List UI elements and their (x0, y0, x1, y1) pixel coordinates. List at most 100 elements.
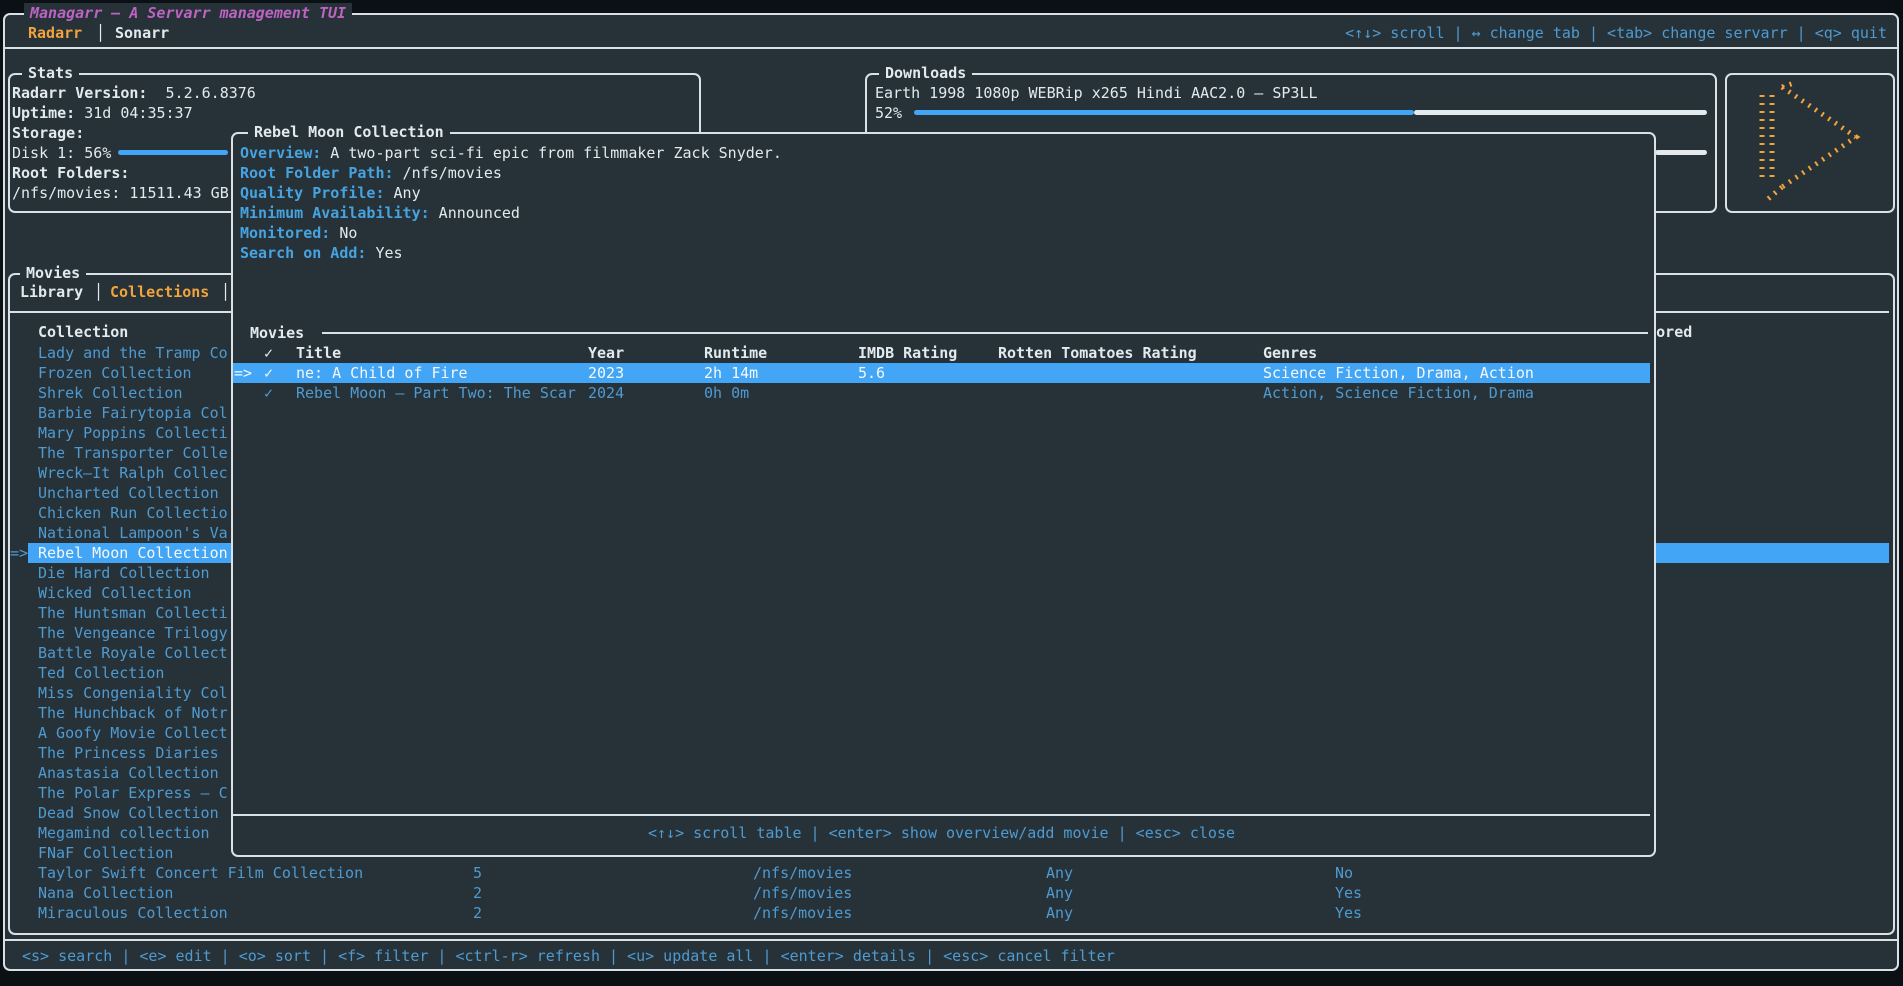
stats-version-value: 5.2.6.8376 (147, 84, 256, 102)
modal-overview-value: A two-part sci-fi epic from filmmaker Za… (321, 144, 782, 162)
stats-rootfolders-label: Root Folders: (12, 164, 130, 182)
collection-item[interactable]: Anastasia Collection (38, 764, 219, 782)
collection-item[interactable]: Megamind collection (38, 824, 210, 842)
download-gauge-track (1414, 110, 1707, 115)
collection-item[interactable]: Mary Poppins Collecti (38, 424, 228, 442)
collection-row-name[interactable]: Miraculous Collection (38, 904, 228, 922)
collection-row-count: 2 (473, 904, 483, 922)
download-item-percent: 52% (875, 104, 903, 122)
collection-item[interactable]: Barbie Fairytopia Col (38, 404, 228, 422)
collection-item[interactable]: The Princess Diaries (38, 744, 219, 762)
tab-separator: │ (96, 24, 106, 42)
modal-quality-label: Quality Profile: (240, 184, 385, 202)
modal-quality-value: Any (384, 184, 421, 202)
modal-rootfolder-field: Root Folder Path: /nfs/movies (240, 163, 502, 183)
collection-row-quality: Any (1046, 904, 1074, 922)
topbar-divider (5, 47, 1899, 49)
collection-item[interactable]: Lady and the Tramp Co (38, 344, 228, 362)
library-tab-separator-1: │ (94, 283, 104, 301)
modal-col-year[interactable]: Year (588, 344, 625, 362)
collection-row-path: /nfs/movies (753, 904, 853, 922)
modal-monitored-field: Monitored: No (240, 223, 357, 243)
collections-panel-title: Movies (20, 263, 87, 283)
modal-availability-field: Minimum Availability: Announced (240, 203, 520, 223)
modal-col-imdb[interactable]: IMDB Rating (858, 344, 958, 362)
collection-item[interactable]: The Polar Express – C (38, 784, 228, 802)
collection-row-search-on-add: Yes (1335, 904, 1363, 922)
collection-row-quality: Any (1046, 884, 1074, 902)
helpbar-divider (5, 939, 1899, 941)
modal-monitored-value: No (330, 224, 358, 242)
collection-item[interactable]: The Huntsman Collecti (38, 604, 228, 622)
modal-col-check: ✓ (264, 344, 274, 362)
collection-item[interactable]: Shrek Collection (38, 384, 183, 402)
modal-availability-value: Announced (429, 204, 520, 222)
movie-row-title[interactable]: ne: A Child of Fire (296, 364, 468, 382)
download-gauge-fill (914, 110, 1414, 115)
stats-disk-line: Disk 1: 56% (12, 144, 112, 162)
modal-search-field: Search on Add: Yes (240, 243, 403, 263)
download-item-name: Earth 1998 1080p WEBRip x265 Hindi AAC2.… (875, 84, 1318, 102)
tab-radarr[interactable]: Radarr (28, 24, 83, 42)
modal-rootfolder-value: /nfs/movies (393, 164, 502, 182)
modal-footer-rule (233, 814, 1650, 816)
tab-sonarr[interactable]: Sonarr (115, 24, 170, 42)
collection-item[interactable]: FNaF Collection (38, 844, 174, 862)
stats-version: Radarr Version: 5.2.6.8376 (12, 83, 256, 103)
movie-row-imdb: 5.6 (858, 364, 886, 382)
movie-row-title[interactable]: Rebel Moon – Part Two: The Scar (296, 384, 576, 402)
collection-item[interactable]: Wreck–It Ralph Collec (38, 464, 228, 482)
collection-item[interactable]: Battle Royale Collect (38, 644, 228, 662)
modal-selected-row-highlight (233, 363, 1650, 383)
radarr-dotted-logo-icon (1759, 81, 1861, 201)
collection-item[interactable]: The Vengeance Trilogy (38, 624, 228, 642)
collection-item[interactable]: Die Hard Collection (38, 564, 210, 582)
selected-collection-prefix: => (10, 544, 29, 562)
collection-item[interactable]: Uncharted Collection (38, 484, 219, 502)
modal-col-genres[interactable]: Genres (1263, 344, 1318, 362)
collection-row-name[interactable]: Nana Collection (38, 884, 174, 902)
movie-row-check: ✓ (264, 384, 274, 402)
topbar-keybinds: <↑↓> scroll | ↔ change tab | <tab> chang… (1345, 24, 1887, 42)
collection-item[interactable]: Chicken Run Collectio (38, 504, 228, 522)
tab-library[interactable]: Library (20, 283, 84, 301)
modal-title: Rebel Moon Collection (248, 122, 450, 142)
modal-footer-keybinds: <↑↓> scroll table | <enter> show overvie… (648, 824, 1235, 842)
modal-col-title[interactable]: Title (296, 344, 342, 362)
collection-row-count: 5 (473, 864, 483, 882)
movie-row-check: ✓ (264, 364, 274, 382)
movie-row-runtime: 0h 0m (704, 384, 750, 402)
movie-row-genres: Science Fiction, Drama, Action (1263, 364, 1534, 382)
stats-rootfolder-line: /nfs/movies: 11511.43 GB (12, 184, 229, 202)
modal-search-value: Yes (366, 244, 403, 262)
logo-panel (1725, 73, 1895, 213)
collection-item[interactable]: Miss Congeniality Col (38, 684, 228, 702)
collection-item-selected[interactable]: Rebel Moon Collection (38, 544, 228, 562)
collection-item[interactable]: Frozen Collection (38, 364, 192, 382)
collection-item[interactable]: Ted Collection (38, 664, 165, 682)
stats-uptime-value: 31d 04:35:37 (75, 104, 193, 122)
modal-overview-label: Overview: (240, 144, 322, 162)
movie-row-runtime: 2h 14m (704, 364, 759, 382)
modal-col-runtime[interactable]: Runtime (704, 344, 768, 362)
help-bar-keybinds: <s> search | <e> edit | <o> sort | <f> f… (22, 947, 1115, 965)
library-tab-separator-2: │ (221, 283, 231, 301)
collection-details-modal (231, 132, 1656, 857)
stats-uptime: Uptime: 31d 04:35:37 (12, 103, 193, 123)
tab-collections[interactable]: Collections (110, 283, 210, 301)
collection-item[interactable]: The Transporter Colle (38, 444, 228, 462)
collection-item[interactable]: Dead Snow Collection (38, 804, 219, 822)
stats-uptime-label: Uptime: (12, 104, 76, 122)
collection-item[interactable]: The Hunchback of Notr (38, 704, 228, 722)
collection-item[interactable]: National Lampoon's Va (38, 524, 228, 542)
modal-col-rt[interactable]: Rotten Tomatoes Rating (998, 344, 1197, 362)
collection-row-name[interactable]: Taylor Swift Concert Film Collection (38, 864, 364, 882)
collection-item[interactable]: A Goofy Movie Collect (38, 724, 228, 742)
collection-row-count: 2 (473, 884, 483, 902)
collection-row-search-on-add: No (1335, 864, 1354, 882)
collection-row-quality: Any (1046, 864, 1074, 882)
modal-quality-field: Quality Profile: Any (240, 183, 421, 203)
collection-item[interactable]: Wicked Collection (38, 584, 192, 602)
stats-title: Stats (22, 63, 80, 83)
